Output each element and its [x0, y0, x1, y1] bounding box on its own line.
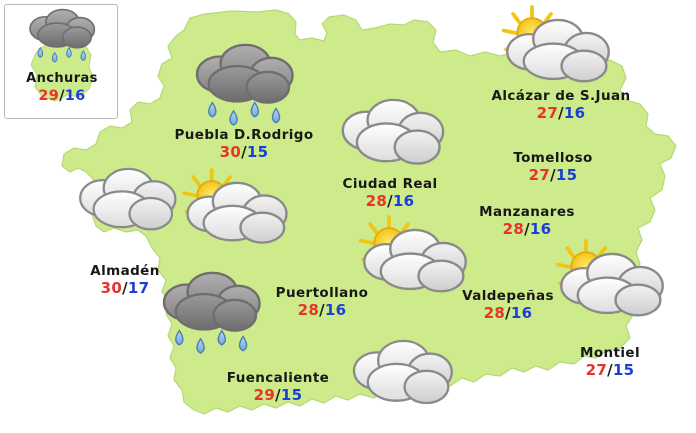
temp-min: 16	[563, 104, 586, 122]
station-tomelloso: Tomelloso 27/15	[513, 150, 592, 184]
temp-max: 30	[100, 279, 123, 297]
temp-max: 29	[38, 88, 60, 104]
station-temps-montiel: 27/15	[580, 361, 640, 379]
temp-min: 16	[324, 301, 347, 319]
anchuras-inset-box: Anchuras 29/16	[4, 4, 118, 119]
temp-min: 15	[555, 166, 578, 184]
station-temps-anchuras: 29/16	[26, 87, 98, 105]
station-manzanares: Manzanares 28/16	[479, 204, 575, 238]
temp-separator: /	[122, 279, 128, 297]
station-label-tomelloso: Tomelloso	[513, 150, 593, 166]
station-label-fuencaliente: Fuencaliente	[226, 370, 330, 386]
temp-separator: /	[524, 220, 530, 238]
station-temps-tomelloso: 27/15	[513, 166, 592, 184]
temp-min: 16	[529, 220, 552, 238]
temp-min: 16	[64, 88, 86, 104]
station-temps-almaden: 30/17	[90, 279, 159, 297]
station-temps-fuencaliente: 29/15	[227, 386, 329, 404]
temp-separator: /	[607, 361, 613, 379]
raindrops	[37, 46, 87, 63]
temp-min: 16	[392, 192, 415, 210]
temp-max: 28	[365, 192, 388, 210]
station-puertollano: Puertollano 28/16	[276, 285, 369, 319]
temp-min: 16	[510, 304, 533, 322]
cloudy-icon	[343, 336, 458, 423]
sun-behind-cloud-icon	[177, 168, 297, 262]
temp-separator: /	[558, 104, 564, 122]
rain-cloud-icon	[151, 271, 269, 369]
station-temps-valdepenas: 28/16	[462, 304, 554, 322]
station-label-montiel: Montiel	[580, 345, 640, 361]
rain-cloud-icon	[184, 43, 302, 141]
temp-separator: /	[387, 192, 393, 210]
sun-behind-cloud-icon	[497, 5, 620, 102]
station-puebla-d-rodrigo: Puebla D.Rodrigo 30/15	[174, 127, 313, 161]
temp-separator: /	[59, 88, 65, 104]
station-label-valdepenas: Valdepeñas	[462, 288, 554, 304]
temp-separator: /	[241, 143, 247, 161]
station-temps-puertollano: 28/16	[276, 301, 369, 319]
station-label-puertollano: Puertollano	[275, 285, 369, 301]
cloudy-icon	[331, 95, 449, 185]
station-almaden: Almadén 30/17	[90, 263, 159, 297]
station-label-manzanares: Manzanares	[479, 204, 575, 220]
station-label-alcazar-de-s-juan: Alcázar de S.Juan	[491, 88, 631, 104]
temp-min: 15	[280, 386, 303, 404]
station-temps-puebla-d-rodrigo: 30/15	[174, 143, 313, 161]
station-label-ciudad-real: Ciudad Real	[342, 176, 438, 192]
station-ciudad-real: Ciudad Real 28/16	[343, 176, 438, 210]
cloudy-icon	[69, 164, 181, 249]
temp-min: 15	[612, 361, 635, 379]
temp-max: 30	[219, 143, 242, 161]
temp-max: 29	[253, 386, 276, 404]
station-temps-ciudad-real: 28/16	[343, 192, 438, 210]
temp-min: 17	[127, 279, 150, 297]
rain-cloud-icon	[21, 8, 101, 74]
temp-separator: /	[550, 166, 556, 184]
sun-behind-cloud-icon	[354, 215, 477, 312]
station-label-puebla-d-rodrigo: Puebla D.Rodrigo	[174, 127, 314, 143]
temp-max: 27	[585, 361, 608, 379]
station-anchuras: Anchuras 29/16	[26, 71, 98, 105]
temp-max: 28	[483, 304, 506, 322]
temp-max: 27	[536, 104, 559, 122]
temp-min: 15	[246, 143, 269, 161]
station-valdepenas: Valdepeñas 28/16	[462, 288, 554, 322]
temp-separator: /	[319, 301, 325, 319]
temp-separator: /	[505, 304, 511, 322]
sun-behind-cloud-icon	[551, 239, 674, 336]
temp-max: 28	[502, 220, 525, 238]
station-fuencaliente: Fuencaliente 29/15	[227, 370, 329, 404]
temp-max: 27	[528, 166, 551, 184]
station-montiel: Montiel 27/15	[580, 345, 640, 379]
temp-max: 28	[297, 301, 320, 319]
station-temps-manzanares: 28/16	[479, 220, 575, 238]
station-temps-alcazar-de-s-juan: 27/16	[491, 104, 630, 122]
temp-separator: /	[275, 386, 281, 404]
station-alcazar-de-s-juan: Alcázar de S.Juan 27/16	[491, 88, 630, 122]
station-label-anchuras: Anchuras	[26, 71, 98, 86]
station-label-almaden: Almadén	[90, 263, 160, 279]
